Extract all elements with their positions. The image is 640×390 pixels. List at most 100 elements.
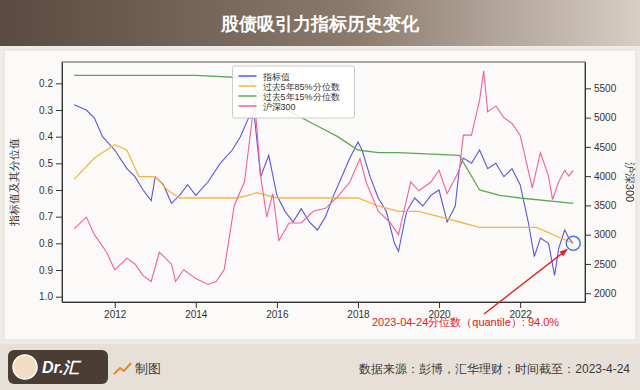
tick-mark xyxy=(585,205,591,206)
background xyxy=(0,0,640,390)
tick-label: 5000 xyxy=(594,112,617,123)
tick-mark xyxy=(585,147,591,148)
tick: 0.8 xyxy=(39,238,62,249)
tick-label: 2016 xyxy=(266,309,289,320)
tick: 2012 xyxy=(104,302,127,320)
tick-label: 0.8 xyxy=(39,238,53,249)
chart-root: 股债吸引力指标历史变化2012201420162018202020220.20.… xyxy=(0,0,640,390)
tick-mark xyxy=(56,137,62,138)
tick-label: 3500 xyxy=(594,200,617,211)
tick: 0.9 xyxy=(39,265,62,276)
tick-label: 2018 xyxy=(347,309,370,320)
tick: 0.4 xyxy=(39,131,62,142)
legend-swatch xyxy=(239,105,257,107)
tick: 2014 xyxy=(185,302,208,320)
tick: 2500 xyxy=(585,259,617,270)
tick: 0.7 xyxy=(39,211,62,222)
y-axis: 0.2 0.3 0.4 0.5 0.6 0.7 0.8 0.9 1.0 xyxy=(39,63,62,303)
tick-mark xyxy=(585,293,591,294)
axis-line xyxy=(63,302,586,303)
tick: 2016 xyxy=(266,302,289,320)
tick-label: 2500 xyxy=(594,259,617,270)
axis-line xyxy=(585,63,586,303)
tick: 0.5 xyxy=(39,158,62,169)
tick-mark xyxy=(277,302,278,308)
tick-mark xyxy=(439,302,440,308)
tick-label: 0.7 xyxy=(39,211,53,222)
tick: 0.6 xyxy=(39,185,62,196)
tick-mark xyxy=(56,163,62,164)
tick: 2000 xyxy=(585,288,617,299)
legend-label: 过去5年85%分位数 xyxy=(263,82,340,92)
legend-swatch xyxy=(239,85,257,87)
annotation-arrowhead xyxy=(560,249,568,256)
tick-mark xyxy=(585,264,591,265)
tick-mark xyxy=(585,88,591,89)
annotation-text: 2023-04-24分位数（quantile）: 94.0% xyxy=(372,316,559,328)
logo-icon xyxy=(114,363,131,374)
tick-mark xyxy=(56,83,62,84)
legend-label: 指标值 xyxy=(262,72,290,82)
tick: 0.2 xyxy=(39,78,62,89)
series-line xyxy=(74,105,573,276)
legend: 指标值过去5年85%分位数过去5年15%分位数沪深300 xyxy=(233,66,355,118)
tick: 4500 xyxy=(585,142,617,153)
tick-label: 4000 xyxy=(594,171,617,182)
y2-axis-title: 沪深300 xyxy=(624,162,636,202)
axis-line xyxy=(62,63,63,303)
legend-label: 过去5年15%分位数 xyxy=(263,92,340,102)
tick: 3000 xyxy=(585,229,617,240)
tick-mark xyxy=(56,297,62,298)
tick-label: 5500 xyxy=(594,83,617,94)
tick-label: 0.6 xyxy=(39,185,53,196)
series-line xyxy=(74,145,573,244)
logo-box xyxy=(8,350,108,384)
tick-mark xyxy=(196,302,197,308)
annotation-arrow xyxy=(484,249,567,314)
title-banner xyxy=(0,0,640,46)
legend-swatch xyxy=(239,75,257,77)
tick: 1.0 xyxy=(39,291,62,302)
tick-label: 1.0 xyxy=(39,291,53,302)
tick-label: 3000 xyxy=(594,229,617,240)
tick-label: 4500 xyxy=(594,142,617,153)
tick-label: 0.3 xyxy=(39,105,53,116)
tick-mark xyxy=(115,302,116,308)
tick-mark xyxy=(520,302,521,308)
tick-label: 2014 xyxy=(185,309,208,320)
legend-swatch xyxy=(239,95,257,97)
tick: 5500 xyxy=(585,83,617,94)
logo-caption: 制图 xyxy=(135,361,161,376)
annotation-circle xyxy=(566,236,580,250)
chart-card xyxy=(4,50,636,340)
legend-box xyxy=(233,66,355,118)
tick-mark xyxy=(56,243,62,244)
legend-label: 沪深300 xyxy=(263,102,296,112)
tick-mark xyxy=(585,176,591,177)
tick-label: 2012 xyxy=(104,309,127,320)
tick-mark xyxy=(56,217,62,218)
tick-label: 0.9 xyxy=(39,265,53,276)
plot-frame xyxy=(62,62,585,302)
tick-mark xyxy=(585,235,591,236)
source-text: 数据来源：彭博，汇华理财；时间截至：2023-4-24 xyxy=(359,362,630,376)
tick-label: 0.5 xyxy=(39,158,53,169)
tick-mark xyxy=(56,270,62,271)
tick: 2018 xyxy=(347,302,370,320)
tick-label: 0.2 xyxy=(39,78,53,89)
y2-axis: 2000 2500 3000 3500 4000 4500 5000 5500 xyxy=(585,63,617,303)
tick-label: 2000 xyxy=(594,288,617,299)
tick-mark xyxy=(585,118,591,119)
tick-label: 0.4 xyxy=(39,131,53,142)
chart-svg: 股债吸引力指标历史变化2012201420162018202020220.20.… xyxy=(0,0,640,390)
footer-bar xyxy=(0,344,640,390)
logo-text: Dr.汇 xyxy=(42,359,82,376)
tick: 4000 xyxy=(585,171,617,182)
tick-mark xyxy=(56,110,62,111)
tick: 5000 xyxy=(585,112,617,123)
tick: 0.3 xyxy=(39,105,62,116)
tick-mark xyxy=(56,190,62,191)
y-axis-title: 指标值及其分位值 xyxy=(8,138,20,227)
tick-mark xyxy=(358,302,359,308)
logo-avatar xyxy=(13,355,37,379)
